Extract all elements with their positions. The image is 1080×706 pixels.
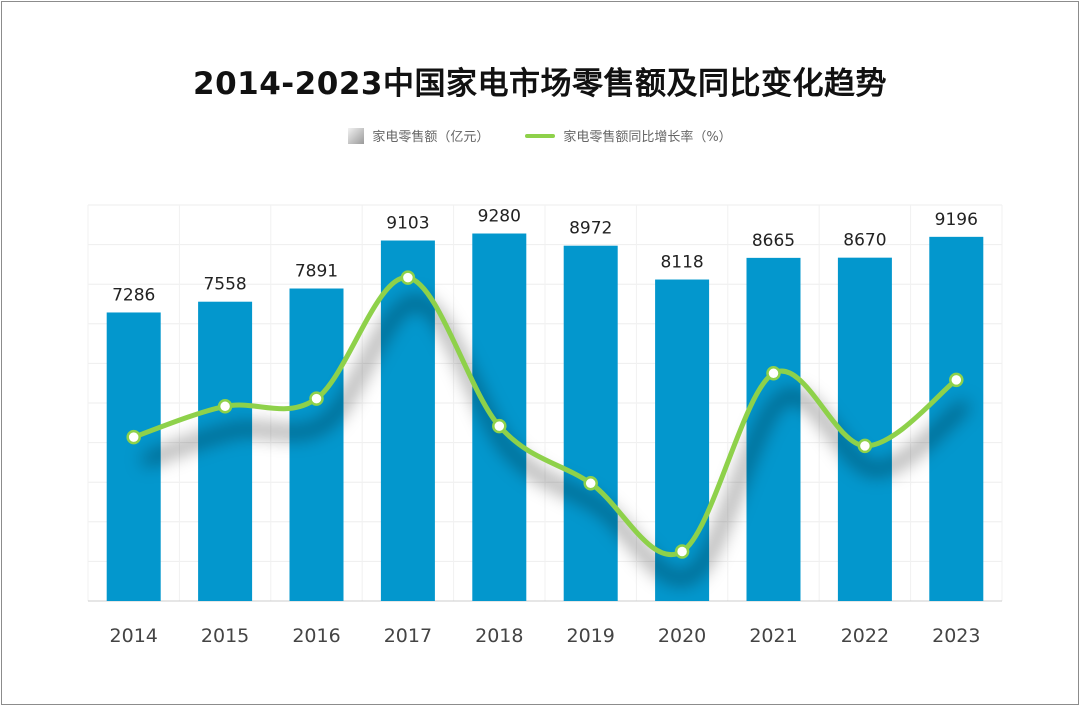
- legend-line-swatch: [525, 133, 556, 138]
- bar-2019: [563, 245, 618, 601]
- legend-line-label: 家电零售额同比增长率（%）: [563, 130, 732, 145]
- growth-point-2022: [857, 438, 873, 454]
- legend-bar-swatch: [348, 127, 365, 144]
- bar-2022: [837, 257, 892, 601]
- x-tick-2015: 2015: [201, 625, 249, 647]
- bar-2021: [746, 257, 801, 601]
- growth-point-2023: [949, 372, 964, 388]
- x-axis-ticks: 2014 2015 2016 2017 2018 2019 2020 2021 2022 2023: [110, 625, 981, 647]
- bar-value-label-2022: 8670: [843, 231, 886, 251]
- bar-value-label-2016: 7891: [295, 262, 338, 282]
- bar-2016: [289, 288, 344, 601]
- bar-value-label-2021: 8665: [752, 231, 795, 251]
- bar-value-label-2014: 7286: [112, 285, 155, 305]
- x-tick-2021: 2021: [749, 625, 797, 647]
- bar-value-label-2023: 9196: [935, 210, 978, 230]
- x-tick-2016: 2016: [292, 625, 340, 647]
- bar-value-label-2019: 8972: [569, 219, 612, 239]
- growth-point-2014: [126, 429, 141, 445]
- x-tick-2022: 2022: [841, 625, 889, 647]
- x-tick-2019: 2019: [567, 625, 615, 647]
- line-series: [126, 270, 964, 559]
- legend-item-bar[interactable]: 家电零售额（亿元）: [348, 126, 489, 145]
- bar-value-label-2018: 9280: [478, 207, 521, 227]
- bar-value-label-2017: 9103: [386, 214, 429, 234]
- legend: 家电零售额（亿元） 家电零售额同比增长率（%）: [0, 126, 1080, 145]
- growth-point-2018: [492, 418, 507, 434]
- growth-point-2016: [309, 391, 324, 406]
- growth-point-2017: [400, 270, 416, 285]
- growth-point-2019: [583, 476, 598, 491]
- bar-2018: [472, 233, 527, 601]
- x-tick-2020: 2020: [658, 625, 706, 647]
- bar-value-label-2015: 7558: [203, 275, 246, 295]
- bar-value-labels: 7286 7558 7891 9103 9280 8972 8118 8665 8670 9196: [112, 207, 978, 306]
- chart-title: 2014-2023中国家电市场零售额及同比变化趋势: [193, 66, 887, 102]
- x-tick-2018: 2018: [475, 625, 523, 647]
- line-shadow-path: [142, 296, 970, 584]
- x-tick-2014: 2014: [110, 625, 158, 647]
- legend-bar-label: 家电零售额（亿元）: [372, 130, 490, 145]
- legend-item-line[interactable]: 家电零售额同比增长率（%）: [525, 126, 732, 145]
- bar-value-label-2020: 8118: [660, 253, 703, 273]
- bar-2015: [198, 301, 253, 601]
- growth-point-2020: [674, 544, 690, 559]
- x-tick-2023: 2023: [932, 625, 980, 647]
- x-tick-2017: 2017: [384, 625, 432, 647]
- growth-point-2021: [766, 366, 781, 381]
- growth-point-2015: [217, 399, 233, 414]
- line-shadow: [142, 296, 970, 584]
- growth-rate-line: [131, 275, 959, 557]
